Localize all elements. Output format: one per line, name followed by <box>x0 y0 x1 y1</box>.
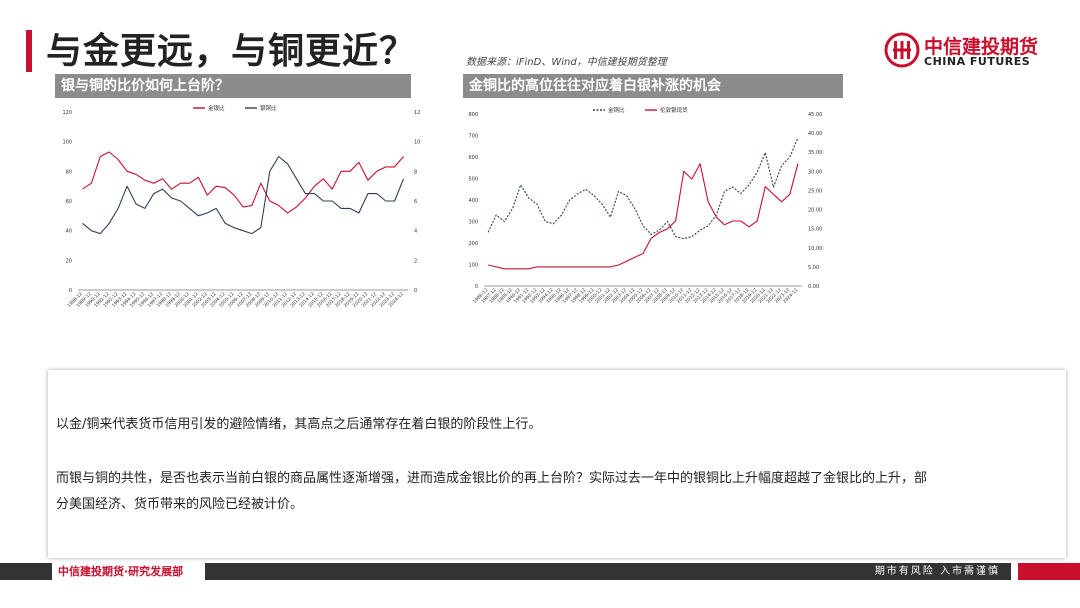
right-chart-heading: 金铜比的高位往往对应着白银补涨的机会 <box>463 74 843 98</box>
footer-left-block <box>0 563 52 580</box>
legend-label-0: 金银比 <box>208 104 225 112</box>
y-left-tick-label: 120 <box>62 110 72 116</box>
y-right-tick-label: 8 <box>414 169 417 175</box>
y-left-tick-label: 600 <box>468 155 478 161</box>
legend-label-1: 伦敦银现货 <box>660 106 688 114</box>
y-left-tick-label: 0 <box>475 284 478 290</box>
y-left-tick-label: 800 <box>468 112 478 118</box>
series-line-0 <box>487 137 799 240</box>
y-left-tick-label: 700 <box>468 134 478 140</box>
y-right-tick-label: 15.00 <box>808 227 822 233</box>
y-left-tick-label: 100 <box>468 263 478 269</box>
y-right-tick-label: 10.00 <box>808 246 822 252</box>
chart-silver-copper: 0 20 40 60 80 100 120 0 2 4 6 8 10 12 1988-12 1989-12 19… <box>48 100 438 324</box>
y-left-tick-label: 20 <box>66 258 72 264</box>
series-line-0 <box>82 151 404 214</box>
y-right-tick-label: 10 <box>414 140 420 146</box>
commentary-paragraph-2a: 而银与铜的共性，是否也表示当前白银的商品属性逐渐增强，进而造成金银比价的再上台阶… <box>56 471 928 486</box>
footer-risk-warning: 期市有风险 入市需谨慎 <box>874 566 1000 577</box>
y-right-tick-label: 2 <box>414 258 417 264</box>
y-left-tick-label: 100 <box>62 140 72 146</box>
y-left-tick-label: 500 <box>468 177 478 183</box>
y-right-tick-label: 45.00 <box>808 112 822 118</box>
y-right-tick-label: 6 <box>414 199 417 205</box>
series-line-1 <box>82 155 405 235</box>
y-right-tick-label: 12 <box>414 110 420 116</box>
left-chart-heading: 银与铜的比价如何上台阶？ <box>55 74 411 98</box>
legend-label-0: 金铜比 <box>608 106 625 114</box>
y-right-tick-label: 20.00 <box>808 208 822 214</box>
y-right-tick-label: 30.00 <box>808 169 822 175</box>
brand-logo: 中信建投期货 CHINA FUTURES <box>884 32 1054 72</box>
citic-logo-icon <box>884 32 920 68</box>
footer-red-block <box>1018 563 1080 580</box>
y-right-tick-label: 40.00 <box>808 131 822 137</box>
y-right-tick-label: 25.00 <box>808 188 822 194</box>
data-source-note: 数据来源：iFinD、Wind，中信建投期货整理 <box>466 57 667 68</box>
chart1-svg: 0 100 200 300 400 500 600 700 800 0.00 5.00 10.00 15… <box>468 106 822 305</box>
y-right-tick-label: 35.00 <box>808 150 822 156</box>
title-accent-bar <box>26 30 32 72</box>
y-right-tick-label: 5.00 <box>808 265 819 271</box>
legend-label-1: 银铜比 <box>260 104 277 112</box>
y-left-tick-label: 0 <box>69 288 72 294</box>
y-left-tick-label: 60 <box>66 199 72 205</box>
series-line-1 <box>487 163 799 270</box>
commentary-paragraph-2b: 分美国经济、货币带来的风险已经被计价。 <box>56 497 304 512</box>
y-left-tick-label: 300 <box>468 220 478 226</box>
chart0-svg: 0204060801001200246810121988-121989-1219… <box>62 104 420 309</box>
footer-bar <box>205 563 1011 580</box>
commentary-box: 以金/铜来代表货币信用引发的避险情绪，其高点之后通常存在着白银的阶段性上行。 而… <box>48 370 1066 558</box>
y-left-tick-label: 200 <box>468 241 478 247</box>
y-left-tick-label: 400 <box>468 198 478 204</box>
y-right-tick-label: 0 <box>414 288 417 294</box>
y-left-tick-label: 80 <box>66 169 72 175</box>
slide-title: 与金更远，与铜更近？ <box>46 31 417 72</box>
y-right-tick-label: 0.00 <box>808 284 819 290</box>
y-left-tick-label: 40 <box>66 229 72 235</box>
footer-department: 中信建投期货·研究发展部 <box>58 565 184 578</box>
chart-gold-copper: 0 100 200 300 400 500 600 700 800 0.00 5.00 10.00 15… <box>458 100 844 324</box>
brand-name-en: CHINA FUTURES <box>924 55 1031 68</box>
brand-name-cn: 中信建投期货 <box>924 36 1039 58</box>
commentary-paragraph-1: 以金/铜来代表货币信用引发的避险情绪，其高点之后通常存在着白银的阶段性上行。 <box>56 417 542 432</box>
y-right-tick-label: 4 <box>414 229 417 235</box>
